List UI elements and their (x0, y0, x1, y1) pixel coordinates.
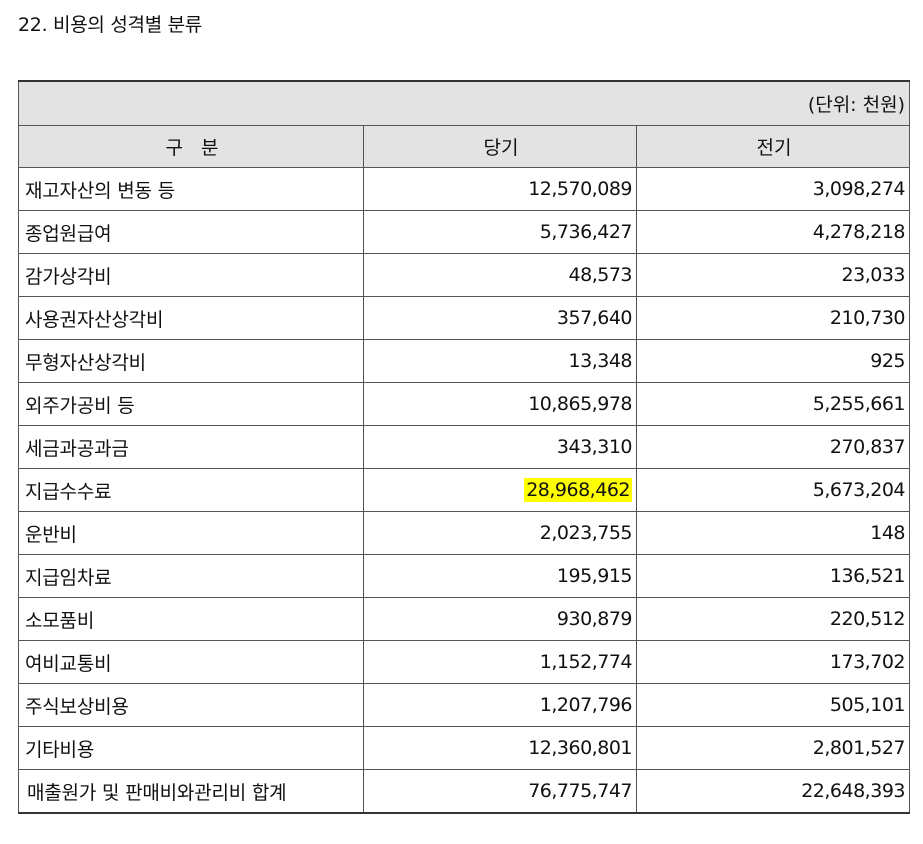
row-label: 운반비 (18, 511, 364, 555)
row-label: 외주가공비 등 (18, 382, 364, 426)
prior-value: 505,101 (636, 683, 910, 727)
current-value: 12,360,801 (363, 726, 637, 770)
row-label: 재고자산의 변동 등 (18, 167, 364, 211)
row-label: 여비교통비 (18, 640, 364, 684)
row-label: 세금과공과금 (18, 425, 364, 469)
current-value: 48,573 (363, 253, 637, 297)
total-label: 매출원가 및 판매비와관리비 합계 (18, 769, 364, 814)
table-row: 외주가공비 등 10,865,978 5,255,661 (18, 382, 910, 426)
row-label: 소모품비 (18, 597, 364, 641)
prior-value: 23,033 (636, 253, 910, 297)
current-value: 12,570,089 (363, 167, 637, 211)
prior-value: 3,098,274 (636, 167, 910, 211)
table-row: 사용권자산상각비 357,640 210,730 (18, 296, 910, 340)
prior-value: 148 (636, 511, 910, 555)
table-row: 세금과공과금 343,310 270,837 (18, 425, 910, 469)
current-value: 13,348 (363, 339, 637, 383)
total-prior-value: 22,648,393 (636, 769, 910, 814)
prior-value: 270,837 (636, 425, 910, 469)
row-label: 주식보상비용 (18, 683, 364, 727)
prior-value: 173,702 (636, 640, 910, 684)
row-label: 사용권자산상각비 (18, 296, 364, 340)
prior-value: 4,278,218 (636, 210, 910, 254)
table-row: 기타비용 12,360,801 2,801,527 (18, 726, 910, 770)
header-current: 당기 (363, 125, 637, 168)
current-value: 195,915 (363, 554, 637, 598)
prior-value: 2,801,527 (636, 726, 910, 770)
unit-row: (단위: 천원) (18, 80, 910, 126)
prior-value: 220,512 (636, 597, 910, 641)
page-title: 22. 비용의 성격별 분류 (18, 14, 202, 36)
current-value-cell: 28,968,462 (363, 468, 637, 512)
prior-value: 210,730 (636, 296, 910, 340)
row-label: 무형자산상각비 (18, 339, 364, 383)
table-row: 여비교통비 1,152,774 173,702 (18, 640, 910, 684)
table-row: 주식보상비용 1,207,796 505,101 (18, 683, 910, 727)
highlighted-value: 28,968,462 (524, 478, 632, 502)
unit-label: (단위: 천원) (18, 80, 910, 126)
table-row: 무형자산상각비 13,348 925 (18, 339, 910, 383)
current-value: 357,640 (363, 296, 637, 340)
current-value: 5,736,427 (363, 210, 637, 254)
row-label: 지급수수료 (18, 468, 364, 512)
table-row: 소모품비 930,879 220,512 (18, 597, 910, 641)
current-value: 1,152,774 (363, 640, 637, 684)
current-value: 1,207,796 (363, 683, 637, 727)
table-row: 재고자산의 변동 등 12,570,089 3,098,274 (18, 167, 910, 211)
header-prior: 전기 (636, 125, 910, 168)
row-label: 지급임차료 (18, 554, 364, 598)
row-label: 기타비용 (18, 726, 364, 770)
prior-value: 5,255,661 (636, 382, 910, 426)
total-current-value: 76,775,747 (363, 769, 637, 814)
current-value: 343,310 (363, 425, 637, 469)
table-row: 지급수수료 28,968,462 5,673,204 (18, 468, 910, 512)
table-row: 종업원급여 5,736,427 4,278,218 (18, 210, 910, 254)
prior-value: 5,673,204 (636, 468, 910, 512)
prior-value: 136,521 (636, 554, 910, 598)
row-label: 감가상각비 (18, 253, 364, 297)
current-value: 2,023,755 (363, 511, 637, 555)
total-row: 매출원가 및 판매비와관리비 합계 76,775,747 22,648,393 (18, 769, 910, 814)
row-label: 종업원급여 (18, 210, 364, 254)
table-row: 운반비 2,023,755 148 (18, 511, 910, 555)
current-value: 930,879 (363, 597, 637, 641)
header-category: 구 분 (18, 125, 364, 168)
current-value: 10,865,978 (363, 382, 637, 426)
table-row: 지급임차료 195,915 136,521 (18, 554, 910, 598)
table-row: 감가상각비 48,573 23,033 (18, 253, 910, 297)
expense-table: (단위: 천원) 구 분 당기 전기 재고자산의 변동 등 12,570,089… (18, 80, 910, 814)
prior-value: 925 (636, 339, 910, 383)
header-row: 구 분 당기 전기 (18, 125, 910, 168)
